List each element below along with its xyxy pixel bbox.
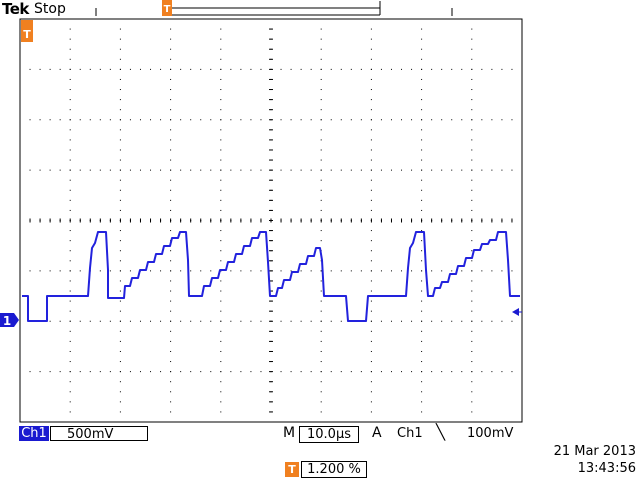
trigger-point-icon: T (162, 0, 172, 16)
svg-text:T: T (23, 28, 31, 41)
record-view-bar (95, 1, 453, 16)
channel-ground-marker-icon[interactable]: 1 (0, 313, 19, 328)
timebase-mode-label: M (283, 425, 296, 441)
svg-text:1: 1 (3, 314, 11, 328)
trigger-position-readout[interactable]: 1.200 % (301, 461, 367, 478)
trigger-slope-icon[interactable]: ╲ (436, 423, 446, 441)
trigger-level-arrow-icon[interactable] (512, 308, 519, 316)
ch1-waveform (22, 231, 520, 322)
time-readout: 13:43:56 (577, 461, 636, 476)
svg-text:T: T (164, 4, 171, 15)
trigger-position-icon[interactable]: T (21, 20, 33, 42)
trigger-level-readout[interactable]: 100mV (467, 426, 514, 441)
trigger-source-readout[interactable]: Ch1 (397, 426, 423, 441)
trigger-position-readout-icon: T (285, 462, 299, 477)
trigger-mode-label: A (372, 425, 382, 441)
date-readout: 21 Mar 2013 (553, 444, 636, 459)
channel-label[interactable]: Ch1 (19, 426, 49, 441)
sec-per-div-readout[interactable]: 10.0µs (299, 426, 359, 443)
volts-per-div-readout[interactable]: 500mV (50, 426, 148, 442)
acquisition-state: Stop (34, 1, 66, 17)
brand-logo: Tek (2, 0, 29, 18)
graticule-grid (19, 18, 513, 423)
